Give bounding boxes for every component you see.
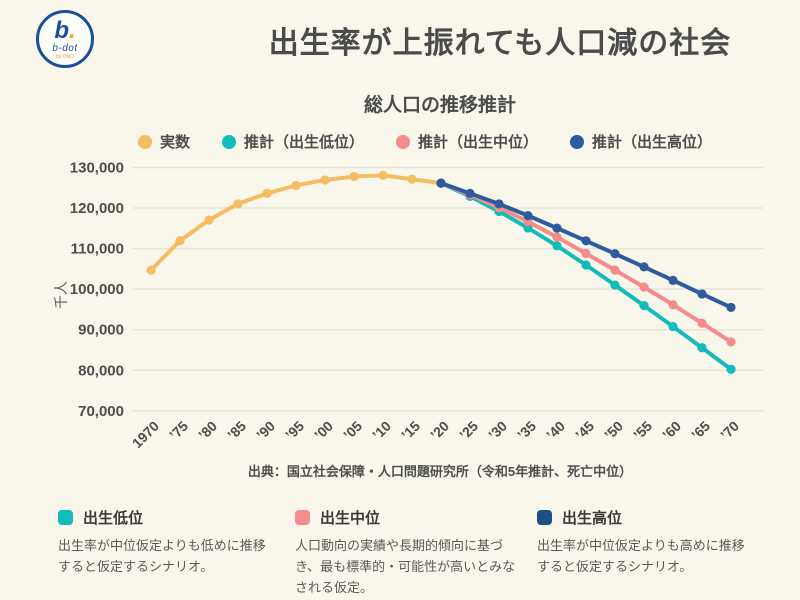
scenario-description-medium: 人口動向の実績や長期的傾向に基づき、最も標準的・可能性が高いとみなされる仮定。 bbox=[295, 538, 516, 595]
x-axis-tick: ’00 bbox=[311, 418, 336, 443]
legend-item-medium: 推計（出生中位） bbox=[396, 131, 538, 152]
logo-orange-dot: . bbox=[69, 16, 76, 44]
x-axis-tick: ’80 bbox=[195, 418, 220, 443]
series-point-実数 bbox=[378, 170, 388, 180]
x-axis-tick: ’15 bbox=[398, 418, 423, 443]
legend-dot-actual bbox=[137, 134, 152, 149]
series-point-推計（出生低位） bbox=[552, 241, 562, 251]
series-point-推計（出生低位） bbox=[581, 260, 591, 270]
x-axis-tick: ’60 bbox=[659, 418, 684, 443]
series-point-実数 bbox=[320, 175, 330, 185]
x-axis-tick: ’90 bbox=[253, 418, 278, 443]
series-point-推計（出生中位） bbox=[581, 248, 591, 259]
series-point-実数 bbox=[262, 188, 272, 199]
x-axis-tick: ’20 bbox=[427, 418, 452, 443]
scenario-card-high: 出生高位 出生率が中位仮定よりも高めに推移すると仮定するシナリオ。 bbox=[537, 507, 757, 578]
scenario-card-low: 出生低位 出生率が中位仮定よりも低めに推移すると仮定するシナリオ。 bbox=[58, 507, 274, 578]
series-point-推計（出生高位） bbox=[552, 223, 562, 233]
logo-name: b-dot bbox=[52, 42, 78, 54]
legend-label-high: 推計（出生高位） bbox=[592, 134, 713, 151]
series-point-実数 bbox=[175, 236, 185, 246]
x-axis-tick: ’30 bbox=[485, 418, 510, 443]
scenario-swatch-medium bbox=[295, 510, 310, 525]
series-point-推計（出生中位） bbox=[668, 300, 678, 310]
series-point-推計（出生中位） bbox=[726, 337, 736, 347]
series-point-推計（出生高位） bbox=[639, 262, 649, 272]
series-point-推計（出生高位） bbox=[610, 249, 620, 259]
series-point-推計（出生低位） bbox=[726, 364, 736, 374]
scenario-label-high: 出生高位 bbox=[562, 510, 623, 527]
legend-label-medium: 推計（出生中位） bbox=[418, 134, 539, 151]
series-point-推計（出生高位） bbox=[523, 211, 533, 221]
chart-legend: 実数 推計（出生低位） 推計（出生中位） 推計（出生高位） bbox=[50, 131, 800, 152]
x-axis-tick: ’55 bbox=[630, 418, 655, 443]
logo-subtext: by ONO bbox=[55, 53, 75, 60]
series-point-推計（出生高位） bbox=[436, 178, 446, 188]
y-axis-tick: 110,000 bbox=[71, 241, 124, 258]
x-axis-tick: ’75 bbox=[166, 418, 191, 443]
scenario-label-low: 出生低位 bbox=[83, 510, 144, 527]
series-point-実数 bbox=[233, 199, 243, 209]
legend-item-high: 推計（出生高位） bbox=[570, 131, 712, 152]
x-axis-tick: ’85 bbox=[224, 418, 249, 443]
series-point-推計（出生低位） bbox=[639, 301, 649, 311]
series-point-推計（出生低位） bbox=[610, 280, 620, 290]
series-point-実数 bbox=[349, 171, 359, 182]
x-axis-tick: ’50 bbox=[601, 418, 626, 443]
x-axis-tick: ’35 bbox=[514, 418, 539, 443]
series-point-推計（出生高位） bbox=[494, 199, 504, 209]
series-point-推計（出生高位） bbox=[668, 275, 678, 285]
y-axis-tick: 130,000 bbox=[70, 160, 124, 177]
scenario-card-medium: 出生中位 人口動向の実績や長期的傾向に基づき、最も標準的・可能性が高いとみなされ… bbox=[295, 507, 521, 598]
series-point-推計（出生高位） bbox=[465, 188, 475, 198]
y-axis-tick: 100,000 bbox=[70, 281, 124, 298]
scenario-swatch-low bbox=[58, 510, 73, 525]
scenario-swatch-high bbox=[537, 510, 552, 525]
x-axis-tick: ’65 bbox=[688, 418, 713, 443]
series-point-実数 bbox=[146, 265, 156, 275]
x-axis-tick: ’70 bbox=[717, 418, 742, 443]
series-point-実数 bbox=[291, 180, 301, 191]
y-axis-tick: 90,000 bbox=[78, 322, 124, 339]
series-point-推計（出生高位） bbox=[581, 236, 591, 246]
y-axis-label: 千人 bbox=[53, 281, 69, 309]
series-point-推計（出生高位） bbox=[726, 302, 736, 313]
series-point-推計（出生低位） bbox=[668, 321, 678, 332]
x-axis-tick: ’25 bbox=[456, 418, 481, 443]
series-point-実数 bbox=[204, 215, 214, 225]
legend-item-actual: 実数 bbox=[137, 131, 190, 152]
legend-dot-high bbox=[570, 134, 585, 149]
x-axis-tick: 1970 bbox=[129, 418, 162, 451]
x-axis-tick: ’95 bbox=[282, 418, 307, 443]
series-point-推計（出生中位） bbox=[552, 232, 562, 242]
legend-label-actual: 実数 bbox=[159, 134, 190, 151]
population-line-chart: 70,000 80,000 90,000 100,000 110,000 120,000 1… bbox=[53, 160, 763, 451]
series-point-推計（出生中位） bbox=[697, 318, 707, 328]
x-axis-tick: ’05 bbox=[340, 418, 365, 443]
x-axis-tick: ’45 bbox=[572, 418, 597, 443]
series-point-実数 bbox=[407, 174, 417, 184]
x-axis-tick: ’10 bbox=[369, 418, 394, 443]
b-dot-logo: b. b-dot by ONO bbox=[36, 10, 94, 68]
source-note: 出典：国立社会保障・人口問題研究所（令和5年推計、死亡中位） bbox=[247, 464, 633, 479]
y-axis-tick: 120,000 bbox=[70, 200, 124, 217]
series-line-推計（出生低位） bbox=[439, 181, 733, 372]
series-point-推計（出生低位） bbox=[697, 343, 707, 353]
series-point-推計（出生中位） bbox=[610, 265, 620, 275]
legend-dot-medium bbox=[396, 134, 410, 149]
logo-mark: b. bbox=[54, 16, 76, 44]
series-point-推計（出生中位） bbox=[639, 282, 649, 292]
x-axis-tick: ’40 bbox=[543, 418, 568, 443]
y-axis-tick: 70,000 bbox=[78, 403, 124, 420]
chart-title: 総人口の推移推計 bbox=[363, 95, 516, 116]
series-point-推計（出生高位） bbox=[697, 289, 707, 299]
scenario-description-high: 出生率が中位仮定よりも高めに推移すると仮定するシナリオ。 bbox=[537, 538, 745, 574]
legend-label-low: 推計（出生低位） bbox=[243, 134, 364, 151]
legend-item-low: 推計（出生低位） bbox=[221, 131, 364, 152]
scenario-label-medium: 出生中位 bbox=[320, 510, 381, 527]
y-axis-tick: 80,000 bbox=[78, 362, 124, 379]
page-title: 出生率が上振れても人口減の社会 bbox=[268, 27, 732, 60]
legend-dot-low bbox=[221, 134, 236, 149]
scenario-description-low: 出生率が中位仮定よりも低めに推移すると仮定するシナリオ。 bbox=[58, 538, 266, 574]
